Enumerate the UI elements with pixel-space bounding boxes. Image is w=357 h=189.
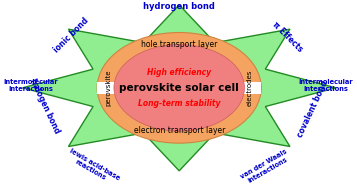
Bar xyxy=(97,82,261,94)
Text: van der Waals
interactions: van der Waals interactions xyxy=(240,148,292,186)
Text: halogen bond: halogen bond xyxy=(28,77,61,135)
Text: Long-term stability: Long-term stability xyxy=(138,98,220,108)
Polygon shape xyxy=(22,5,336,171)
Text: ionic bond: ionic bond xyxy=(52,16,90,55)
Text: High efficiency: High efficiency xyxy=(147,68,211,77)
Text: electron transport layer: electron transport layer xyxy=(134,126,225,135)
Ellipse shape xyxy=(97,33,261,143)
Text: hole transport layer: hole transport layer xyxy=(141,40,217,50)
Text: perovskite: perovskite xyxy=(105,70,111,106)
Text: covalent bond: covalent bond xyxy=(295,79,330,139)
Text: π Effects: π Effects xyxy=(271,20,304,54)
Text: hydrogen bond: hydrogen bond xyxy=(143,2,215,11)
Text: perovskite solar cell: perovskite solar cell xyxy=(119,83,239,93)
Text: Intermolecular
Interactions: Intermolecular Interactions xyxy=(298,79,353,92)
Text: lewis acid-base
reactions: lewis acid-base reactions xyxy=(65,147,121,187)
Text: electrodes: electrodes xyxy=(247,70,253,106)
Text: Intermolecular
Interactions: Intermolecular Interactions xyxy=(4,79,59,92)
Ellipse shape xyxy=(114,44,245,131)
